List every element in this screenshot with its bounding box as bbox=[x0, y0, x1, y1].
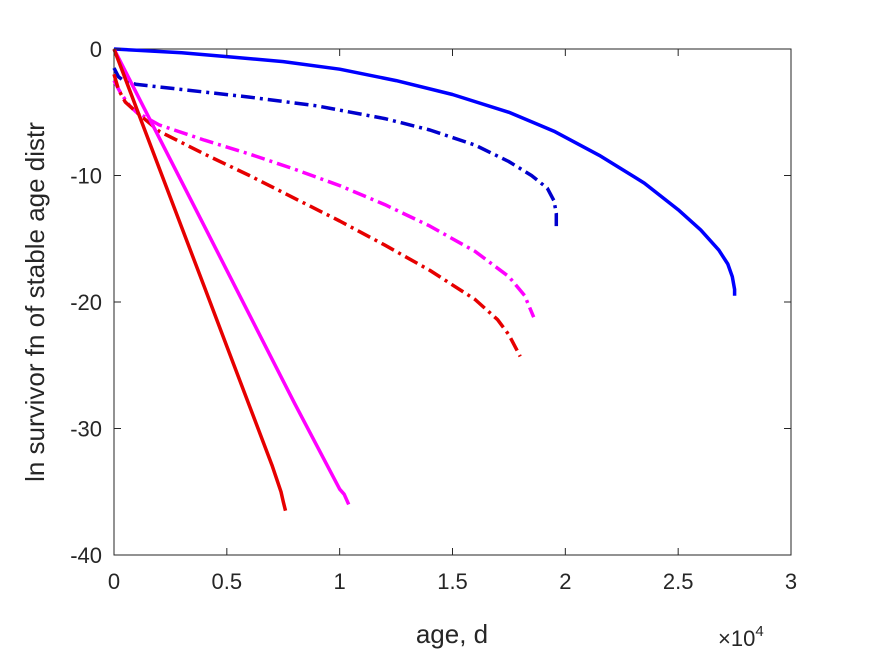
series-line-4 bbox=[112, 73, 522, 358]
x-axis-ticks: 0 0.5 1 1.5 2 2.5 3 bbox=[108, 49, 797, 594]
x-tick-label: 1.5 bbox=[437, 569, 468, 594]
series-line-5 bbox=[112, 48, 351, 506]
series-line-1 bbox=[113, 47, 737, 296]
x-axis-exponent-base: ×10 bbox=[718, 626, 755, 651]
x-tick-label: 0.5 bbox=[212, 569, 243, 594]
y-tick-label: -40 bbox=[70, 543, 102, 568]
series-line-2 bbox=[112, 67, 559, 227]
x-tick-label: 0 bbox=[108, 569, 120, 594]
y-axis-ticks: 0 -10 -20 -30 -40 bbox=[70, 37, 791, 568]
y-tick-label: -30 bbox=[70, 417, 102, 442]
plot-area bbox=[113, 48, 792, 556]
x-axis-exponent: ×104 bbox=[718, 623, 764, 651]
x-tick-label: 2 bbox=[559, 569, 571, 594]
y-tick-label: 0 bbox=[90, 37, 102, 62]
y-tick-label: -20 bbox=[70, 290, 102, 315]
x-tick-label: 3 bbox=[785, 569, 797, 594]
x-axis-label: age, d bbox=[416, 619, 488, 649]
x-tick-label: 1 bbox=[334, 569, 346, 594]
series-layer bbox=[112, 47, 737, 512]
x-tick-label: 2.5 bbox=[663, 569, 694, 594]
y-tick-label: -10 bbox=[70, 164, 102, 189]
series-line-6 bbox=[112, 48, 288, 512]
y-axis-label: ln survivor fn of stable age distr bbox=[20, 122, 50, 482]
x-axis-exponent-power: 4 bbox=[755, 623, 763, 640]
